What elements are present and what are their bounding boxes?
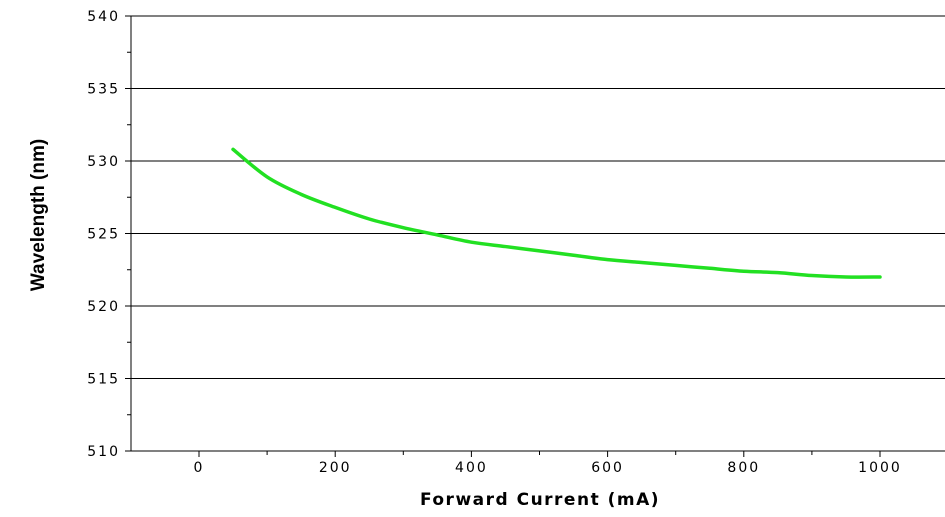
x-tick-label-600: 600 <box>591 460 624 476</box>
x-tick-label-1000: 1000 <box>858 460 902 476</box>
y-tick-label-535: 535 <box>87 82 120 98</box>
y-tick-label-520: 520 <box>87 299 120 315</box>
x-tick-label-0: 0 <box>194 460 205 476</box>
x-tick-label-800: 800 <box>727 460 760 476</box>
labels-layer: 510 515 520 525 530 535 540 0 200 400 600 800 1000 <box>87 9 902 476</box>
series-line-0 <box>231 147 882 279</box>
y-tick-label-540: 540 <box>87 9 120 25</box>
grid-layer <box>131 15 945 379</box>
axes-layer <box>125 15 945 457</box>
x-tick-label-200: 200 <box>319 460 352 476</box>
y-tick-label-525: 525 <box>87 227 120 243</box>
y-tick-label-515: 515 <box>87 372 120 388</box>
y-axis-title: Wavelength (nm) <box>28 139 49 291</box>
x-axis-title: Forward Current (mA) <box>420 490 660 510</box>
x-tick-label-400: 400 <box>455 460 488 476</box>
series-layer <box>231 147 882 279</box>
y-tick-label-530: 530 <box>87 154 120 170</box>
y-tick-label-510: 510 <box>87 444 120 460</box>
